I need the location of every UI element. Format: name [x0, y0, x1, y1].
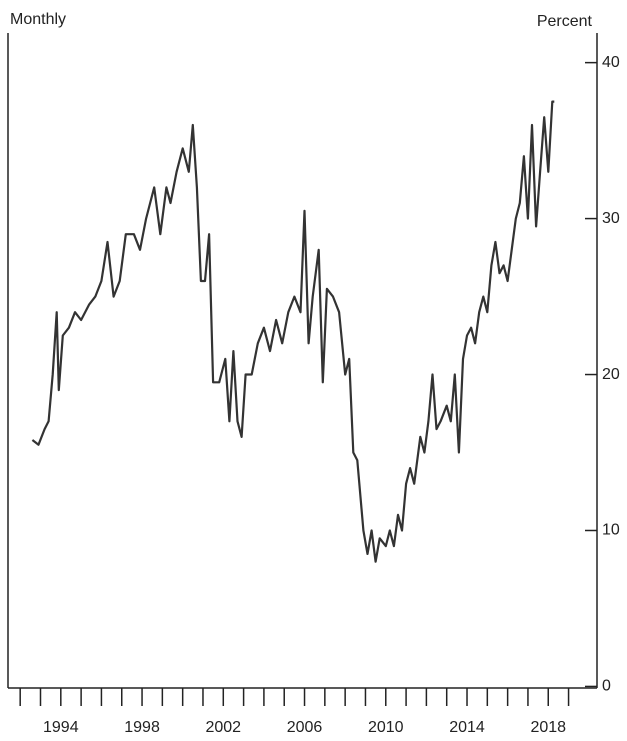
y-tick-label: 40: [602, 54, 620, 71]
x-tick-label: 2014: [449, 719, 485, 736]
y-tick-label: 10: [602, 522, 620, 539]
x-tick-label: 2006: [287, 719, 323, 736]
right-label: Percent: [537, 13, 593, 30]
x-tick-label: 2018: [530, 719, 566, 736]
y-tick-label: 0: [602, 678, 611, 695]
x-tick-label: 2002: [205, 719, 241, 736]
y-tick-label: 30: [602, 210, 620, 227]
left-label: Monthly: [10, 11, 66, 28]
x-tick-label: 2010: [368, 719, 404, 736]
y-tick-label: 20: [602, 366, 620, 383]
x-tick-label: 1994: [43, 719, 79, 736]
x-tick-label: 1998: [124, 719, 160, 736]
data-line: [31, 100, 555, 563]
